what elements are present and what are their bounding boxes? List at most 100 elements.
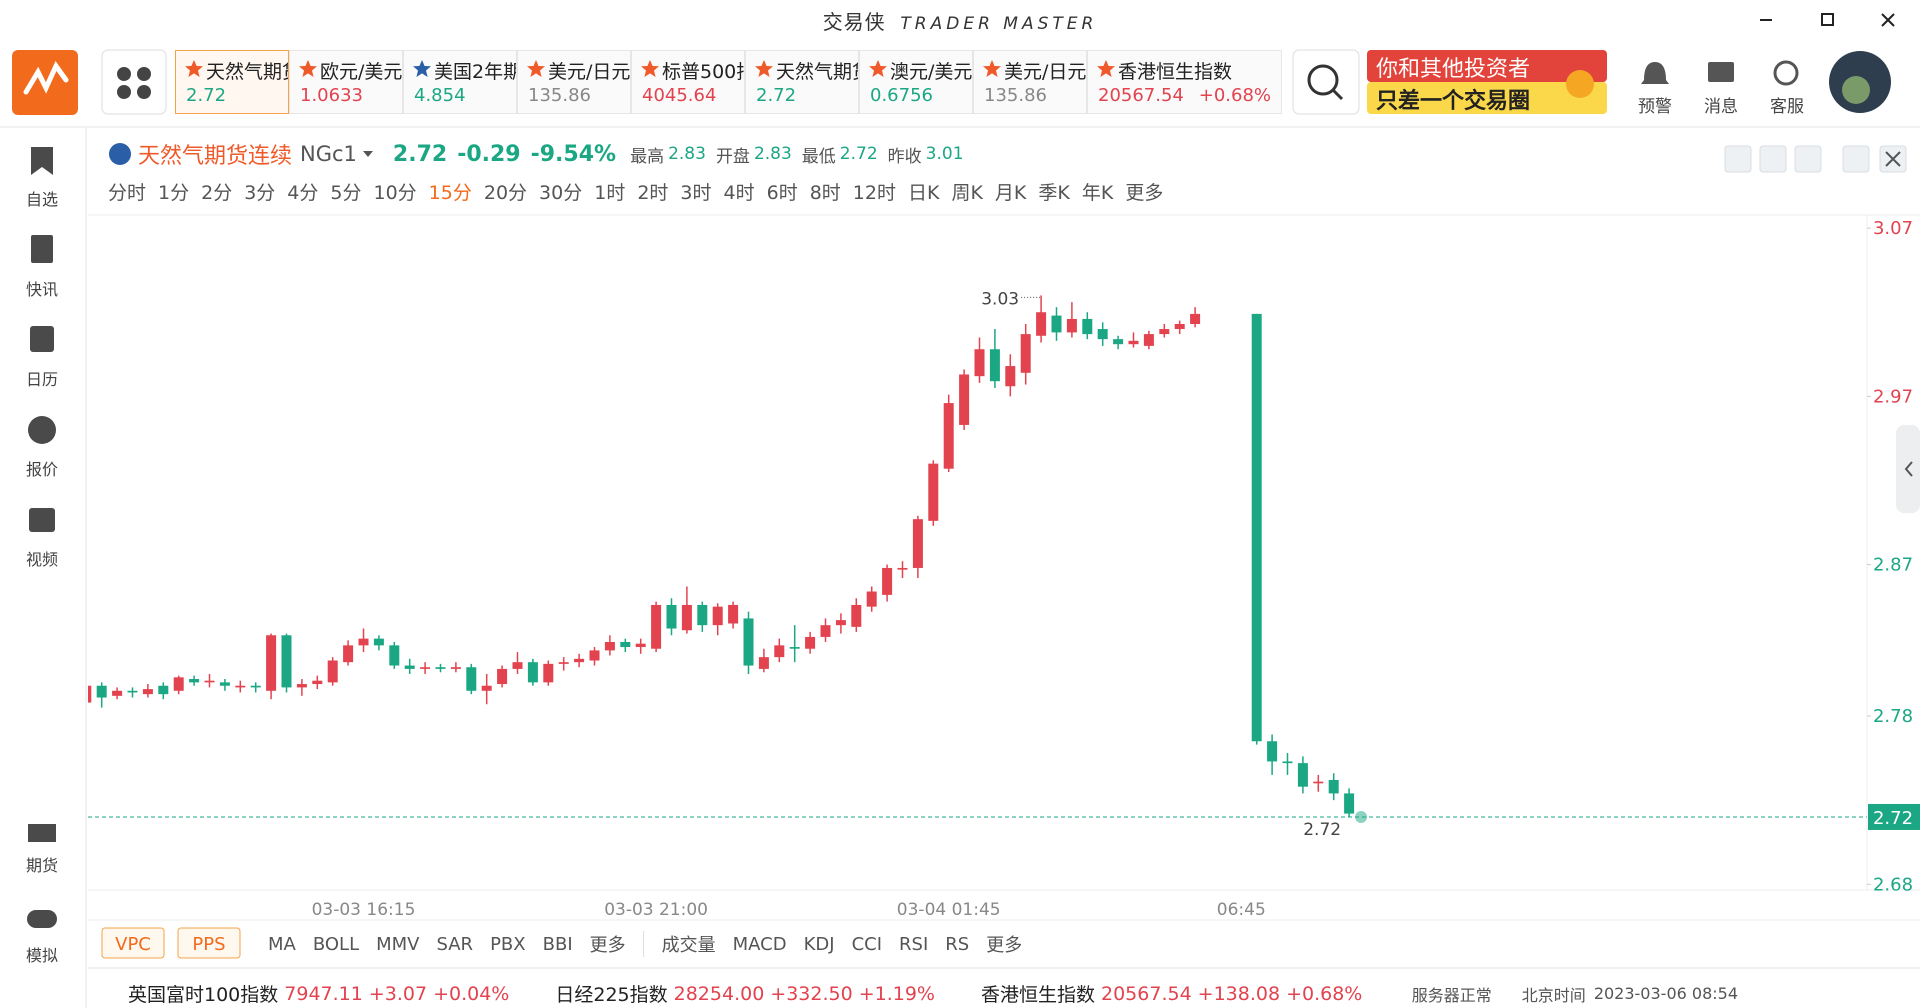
candle-body (250, 685, 261, 688)
sub-indicator[interactable]: 成交量 (661, 935, 716, 956)
timeframe[interactable]: 15分 (428, 182, 472, 204)
star (755, 60, 773, 77)
ticker-tab[interactable]: 美国2年期国债4.854 (403, 50, 517, 114)
nav-item[interactable]: 消息 (1704, 97, 1738, 117)
main-indicator[interactable]: BBI (542, 933, 573, 955)
timeframe[interactable]: 5分 (330, 182, 362, 204)
ticker-tab[interactable]: 美元/日元 135.86 (517, 50, 631, 114)
candle-body (774, 645, 785, 658)
main-indicator[interactable]: SAR (436, 933, 474, 955)
nav-item[interactable]: 预警 (1638, 97, 1672, 117)
timeframe[interactable]: 2分 (201, 182, 233, 204)
search-icon (1331, 88, 1344, 101)
ad-line2[interactable]: 只差一个交易圈 (1376, 88, 1531, 114)
search-button[interactable] (1292, 49, 1360, 115)
sidebar-item[interactable]: 快讯 (25, 280, 58, 299)
timeframe[interactable]: 1分 (158, 182, 190, 204)
ticker-tab[interactable]: 美元/日元 135.86 (973, 50, 1087, 114)
timeframe[interactable]: 4时 (723, 182, 755, 204)
panel-close[interactable] (1885, 151, 1901, 167)
candle-body (404, 665, 415, 669)
sidebar-item[interactable]: 视频 (25, 550, 58, 569)
candle-body (959, 374, 970, 425)
ticker-price: 1.0633 (300, 85, 363, 106)
dropdown-icon[interactable] (361, 147, 375, 161)
indicator-tab[interactable]: PPS (192, 933, 226, 955)
ticker-tab[interactable]: 欧元/美元 1.0633 (289, 50, 403, 114)
timeframe[interactable]: 更多 (1125, 182, 1164, 204)
timeframe[interactable]: 12时 (852, 182, 896, 204)
stat-label: 开盘 (715, 146, 750, 167)
sub-indicator[interactable]: MACD (732, 933, 787, 955)
sidebar-item[interactable]: 日历 (25, 370, 58, 389)
last-point (1355, 810, 1368, 823)
sidebar-item[interactable]: 模拟 (25, 946, 58, 965)
ticker-price: 4.854 (414, 85, 466, 106)
ad-bottom[interactable] (1367, 82, 1607, 114)
sidebar-item[interactable]: 自选 (25, 190, 58, 209)
timeframe[interactable]: 8时 (809, 182, 841, 204)
candle-body (1097, 329, 1108, 340)
main-indicator[interactable]: 更多 (589, 935, 626, 956)
timeframe[interactable]: 10分 (373, 182, 417, 204)
candle-body (604, 641, 615, 651)
candle-body (450, 667, 461, 669)
tab-box[interactable] (177, 927, 241, 959)
ad-line1[interactable]: 你和其他投资者 (1376, 57, 1531, 82)
timeframe[interactable]: 30分 (539, 182, 583, 204)
sub-indicator[interactable]: RSI (899, 933, 929, 955)
candle-body (127, 690, 138, 693)
main-indicator[interactable]: PBX (490, 933, 526, 955)
timeframe[interactable]: 20分 (483, 182, 528, 204)
timeframe[interactable]: 6时 (766, 182, 798, 204)
ticker-tab[interactable]: 天然气期货连续2.72 (175, 50, 289, 114)
candle-body (235, 685, 246, 688)
candle-body (558, 662, 569, 664)
menu-button[interactable] (101, 49, 167, 115)
nav-item[interactable]: 客服 (1770, 97, 1804, 117)
timeframe[interactable]: 1时 (594, 182, 626, 204)
ticker-tab[interactable]: 香港恒生指数 20567.54 +0.68% (1087, 50, 1282, 114)
timeframe[interactable]: 周K (951, 182, 983, 204)
ticker-tab[interactable]: 澳元/美元 0.6756 (859, 50, 973, 114)
ticker-tab[interactable]: 标普500指数4045.64 (631, 50, 745, 114)
sidebar-item[interactable]: 期货 (25, 856, 58, 875)
sidebar-item[interactable]: 报价 (25, 460, 58, 479)
sub-indicator[interactable]: 更多 (986, 935, 1023, 956)
sub-indicator[interactable]: CCI (851, 933, 883, 955)
star (413, 60, 431, 77)
timeframe[interactable]: 季K (1038, 182, 1070, 204)
instrument-name[interactable]: 天然气期货连续 (138, 144, 293, 169)
close[interactable] (1881, 13, 1895, 27)
main-indicator[interactable]: MA (268, 933, 296, 955)
restore[interactable] (1821, 13, 1834, 26)
timeframe[interactable]: 2时 (637, 182, 669, 204)
ticker-price: 20567.54 (1098, 85, 1184, 106)
timeframe[interactable]: 日K (907, 182, 940, 204)
candle-body (1313, 781, 1324, 784)
collapse-tab[interactable] (1896, 425, 1920, 513)
candle-body (820, 625, 831, 637)
sub-indicator[interactable]: KDJ (803, 933, 835, 955)
main-indicator[interactable]: BOLL (312, 933, 360, 955)
tab-box[interactable] (101, 927, 165, 959)
timeframe[interactable]: 3分 (244, 182, 276, 204)
timeframe[interactable]: 分时 (108, 182, 147, 204)
timeframe[interactable]: 3时 (680, 182, 712, 204)
timeframe[interactable]: 月K (994, 182, 1027, 204)
candle-body (712, 606, 723, 626)
star (299, 60, 317, 77)
plot (88, 295, 1355, 817)
sub-indicator[interactable]: RS (945, 933, 970, 955)
ticker-tab[interactable]: 天然气期货连续2.72 (745, 50, 859, 114)
ad-top[interactable] (1367, 50, 1607, 82)
chart-tools[interactable] (1724, 145, 1907, 173)
indicator-tab[interactable]: VPC (115, 933, 151, 955)
candle-body (466, 667, 477, 691)
time[interactable]: 2023-03-06 08:54 (1593, 984, 1738, 1003)
timeframe[interactable]: 年K (1081, 182, 1114, 204)
candle-body (743, 618, 754, 666)
timeframe[interactable]: 4分 (287, 182, 319, 204)
candle-body (589, 650, 600, 661)
main-indicator[interactable]: MMV (376, 933, 420, 955)
